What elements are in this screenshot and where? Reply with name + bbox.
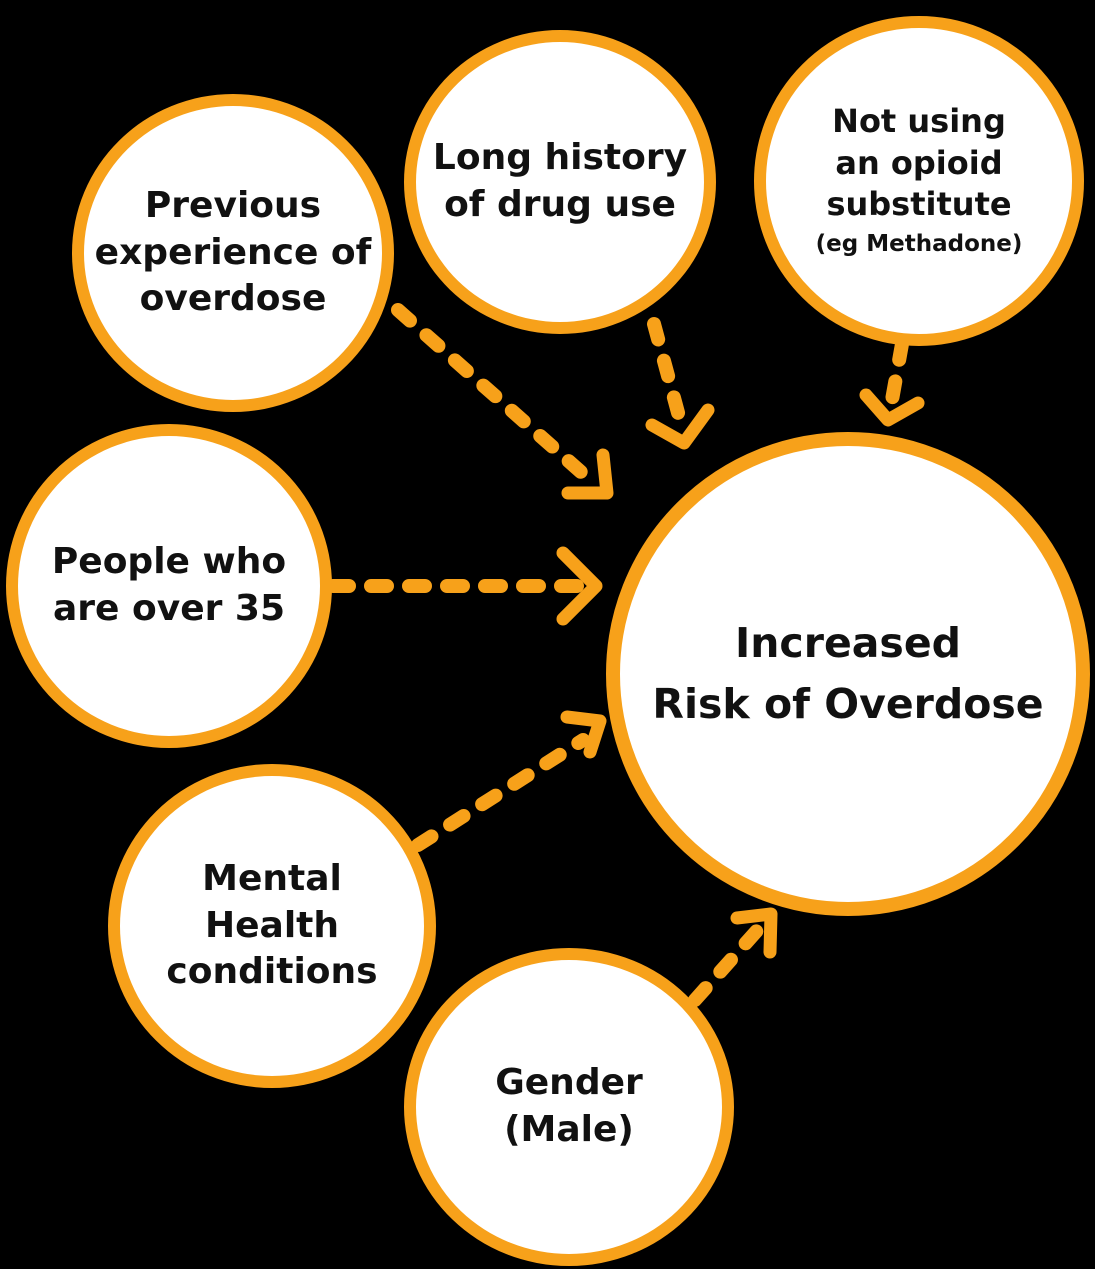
arrow-head-long-history (645, 403, 715, 450)
factor-long-history-line-2: of drug use (444, 184, 676, 225)
factor-mental-health-line-3: conditions (166, 951, 378, 993)
factor-gender-line-1: Gender (495, 1062, 643, 1104)
factor-previous-overdose-line-2: experience of (94, 231, 372, 273)
factor-mental-health-line-2: Health (204, 904, 339, 946)
arrow-mental-health (411, 733, 590, 852)
arrow-gender (688, 918, 769, 1007)
factor-previous-overdose: Previous experience of overdose (72, 94, 394, 412)
factor-over-35: People who are over 35 (6, 424, 332, 748)
arrow-head-previous-overdose (561, 448, 614, 500)
factor-over-35-line-1: People who (51, 541, 287, 583)
factor-over-35-line-2: are over 35 (53, 588, 285, 629)
outcome-line-2: Risk of Overdose (652, 680, 1044, 728)
factor-mental-health-line-1: Mental (202, 857, 342, 899)
factor-gender-line-2: (Male) (504, 1109, 634, 1150)
factor-long-history: Long history of drug use (404, 30, 716, 334)
factor-not-using-substitute-line-2: an opioid (835, 143, 1003, 182)
factor-not-using-substitute-note: (eg Methadone) (815, 230, 1023, 257)
factor-gender: Gender (Male) (404, 948, 734, 1266)
arrow-not-using-substitute (885, 337, 909, 407)
arrow-head-not-using-substitute (859, 388, 925, 427)
factor-not-using-substitute-line-3: substitute (826, 185, 1012, 224)
outcome-increased-risk: Increased Risk of Overdose (606, 432, 1090, 916)
arrow-head-over-35 (556, 546, 603, 626)
factor-previous-overdose-line-3: overdose (139, 278, 327, 320)
arrow-head-gender (730, 907, 778, 959)
factor-mental-health: Mental Health conditions (108, 764, 436, 1088)
factor-previous-overdose-line-1: Previous (144, 184, 322, 226)
outcome-line-1: Increased (734, 618, 961, 667)
factor-long-history-line-1: Long history (432, 137, 688, 179)
arrow-long-history (647, 317, 687, 427)
arrow-previous-overdose (391, 303, 597, 487)
factor-not-using-substitute: Not using an opioid substitute (eg Metha… (754, 16, 1084, 346)
arrow-head-mental-health (560, 710, 607, 759)
factor-not-using-substitute-line-1: Not using (832, 101, 1006, 140)
